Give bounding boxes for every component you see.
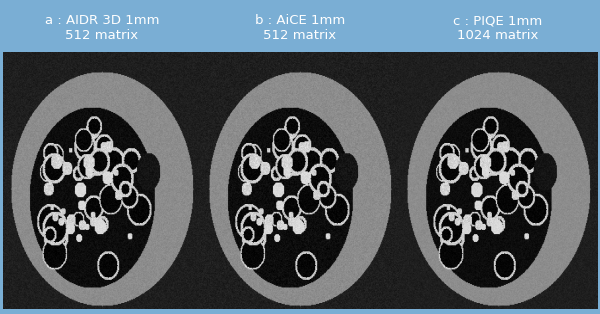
- Text: a : AIDR 3D 1mm
512 matrix: a : AIDR 3D 1mm 512 matrix: [45, 14, 159, 42]
- Text: b : AiCE 1mm
512 matrix: b : AiCE 1mm 512 matrix: [255, 14, 345, 42]
- Text: c : PIQE 1mm
1024 matrix: c : PIQE 1mm 1024 matrix: [454, 14, 542, 42]
